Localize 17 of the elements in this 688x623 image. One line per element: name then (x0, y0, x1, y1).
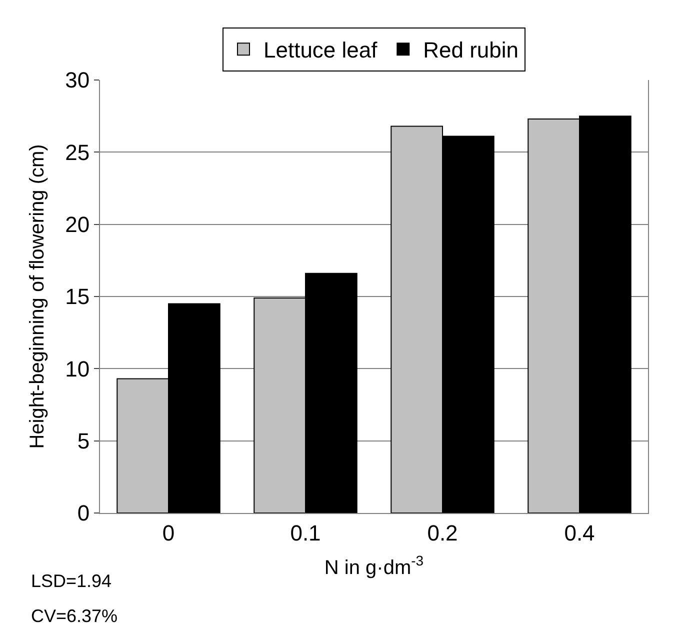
text: CV=6.37% (31, 606, 118, 623)
x-tick-label: 0.1 (290, 520, 321, 546)
x-tick-label: 0 (162, 520, 175, 546)
x-tick-label: 0.4 (564, 520, 595, 546)
y-tick-label: 15 (65, 284, 90, 310)
text: LSD=1.94 (31, 571, 112, 591)
y-tick-label: 30 (65, 68, 90, 93)
y-tick-label: 10 (65, 356, 90, 382)
legend-label: Lettuce leaf (264, 38, 378, 63)
y-tick-label: 20 (65, 212, 90, 238)
x-tick-label: 0.2 (427, 520, 458, 546)
legend-label: Red rubin (423, 38, 519, 63)
y-tick-label: 25 (65, 140, 90, 165)
x-axis-title: N in g·dm$^{-3}$ (324, 552, 424, 579)
y-axis-title: Height-beginning of flowering (cm) (26, 144, 49, 449)
y-tick-label: 0 (77, 500, 90, 526)
y-tick-label: 5 (77, 428, 90, 454)
